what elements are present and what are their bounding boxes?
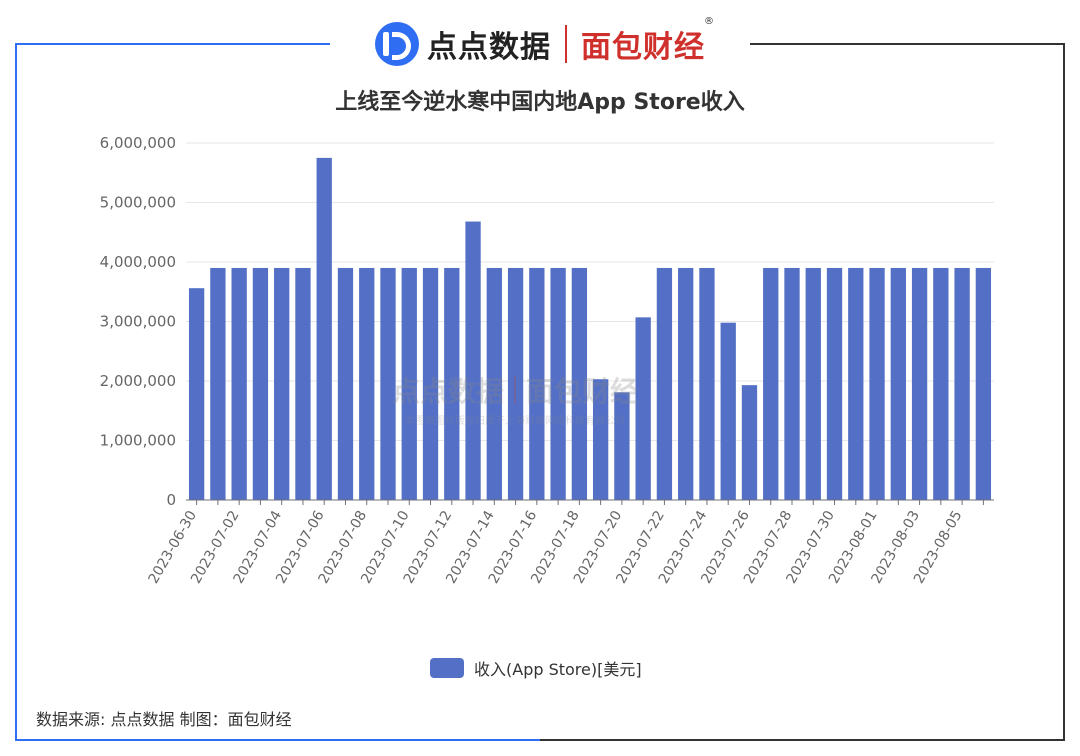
- y-tick-label: 5,000,000: [100, 194, 176, 212]
- bar-2023-07-19[interactable]: [592, 379, 609, 500]
- bar-2023-07-31[interactable]: [848, 267, 864, 500]
- bar-2023-07-04[interactable]: [274, 267, 290, 500]
- diandian-logo-icon: [375, 22, 419, 66]
- bar-2023-07-18[interactable]: [571, 267, 588, 500]
- bar-2023-07-29[interactable]: [805, 267, 821, 500]
- bar-2023-07-17[interactable]: [550, 267, 566, 500]
- bar-2023-07-02[interactable]: [231, 267, 247, 500]
- bar-2023-07-06[interactable]: [316, 157, 332, 500]
- bar-2023-07-08[interactable]: [359, 267, 375, 500]
- bar-2023-07-22[interactable]: [656, 267, 673, 500]
- frame-border-left: [15, 43, 540, 741]
- header-logos: 点点数据 面包财经 ®: [330, 16, 750, 72]
- y-tick-label: 1,000,000: [100, 432, 176, 450]
- bar-2023-07-20[interactable]: [614, 392, 630, 500]
- y-tick-label: 6,000,000: [100, 134, 176, 152]
- bars: [188, 157, 992, 501]
- bar-2023-07-14[interactable]: [486, 267, 502, 500]
- bar-2023-07-26[interactable]: [741, 385, 758, 500]
- y-tick-label: 0: [166, 491, 176, 509]
- bar-2023-07-01[interactable]: [210, 267, 226, 500]
- bar-2023-08-05[interactable]: [954, 267, 970, 500]
- chart-title: 上线至今逆水寒中国内地App Store收入: [335, 90, 745, 115]
- bar-2023-08-03[interactable]: [911, 267, 928, 500]
- mianbao-logo-text: 面包财经 ®: [581, 16, 714, 66]
- bar-2023-06-30[interactable]: [188, 288, 205, 500]
- diandian-logo-text: 点点数据: [427, 30, 551, 65]
- logo-divider: [565, 25, 567, 63]
- bar-2023-08-04[interactable]: [933, 267, 949, 500]
- bar-2023-07-11[interactable]: [422, 267, 439, 500]
- chart-legend[interactable]: 收入(App Store)[美元]: [430, 656, 642, 680]
- bar-2023-07-10[interactable]: [401, 267, 417, 500]
- bar-2023-07-28[interactable]: [784, 267, 800, 500]
- bar-2023-07-12[interactable]: [444, 267, 460, 500]
- diandian-logo: 点点数据: [375, 22, 551, 66]
- bar-2023-07-24[interactable]: [699, 267, 715, 500]
- bar-2023-07-15[interactable]: [507, 267, 524, 500]
- y-axis-ticks: 0 1,000,000 2,000,000 3,000,000 4,000,000 5,0…: [100, 134, 176, 509]
- bar-2023-07-05[interactable]: [295, 267, 311, 500]
- y-tick-label: 3,000,000: [100, 313, 176, 331]
- y-tick-label: 4,000,000: [100, 253, 176, 271]
- bar-2023-07-25[interactable]: [720, 322, 736, 500]
- legend-label: 收入(App Store)[美元]: [474, 660, 642, 679]
- registered-mark: ®: [704, 16, 715, 27]
- bar-2023-08-06[interactable]: [975, 267, 992, 500]
- x-axis-ticks: 2023-06-302023-07-022023-07-042023-07-06…: [146, 500, 984, 586]
- bar-2023-08-01[interactable]: [869, 267, 885, 500]
- y-tick-label: 2,000,000: [100, 372, 176, 390]
- bar-2023-07-27[interactable]: [763, 267, 779, 500]
- bar-2023-07-21[interactable]: [635, 317, 651, 500]
- bar-2023-07-30[interactable]: [826, 267, 843, 500]
- legend-swatch: [430, 658, 464, 678]
- frame-border-right: [540, 43, 1065, 741]
- bar-2023-08-02[interactable]: [890, 267, 906, 500]
- bar-2023-07-09[interactable]: [380, 267, 396, 500]
- bar-2023-07-03[interactable]: [252, 267, 269, 500]
- footer-source: 数据来源: 点点数据 制图：面包财经: [36, 710, 292, 729]
- mianbao-logo-label: 面包财经: [581, 30, 705, 65]
- bar-2023-07-13[interactable]: [465, 221, 481, 501]
- bar-2023-07-23[interactable]: [678, 267, 694, 500]
- bar-2023-07-16[interactable]: [529, 267, 545, 500]
- bar-2023-07-07[interactable]: [337, 267, 354, 500]
